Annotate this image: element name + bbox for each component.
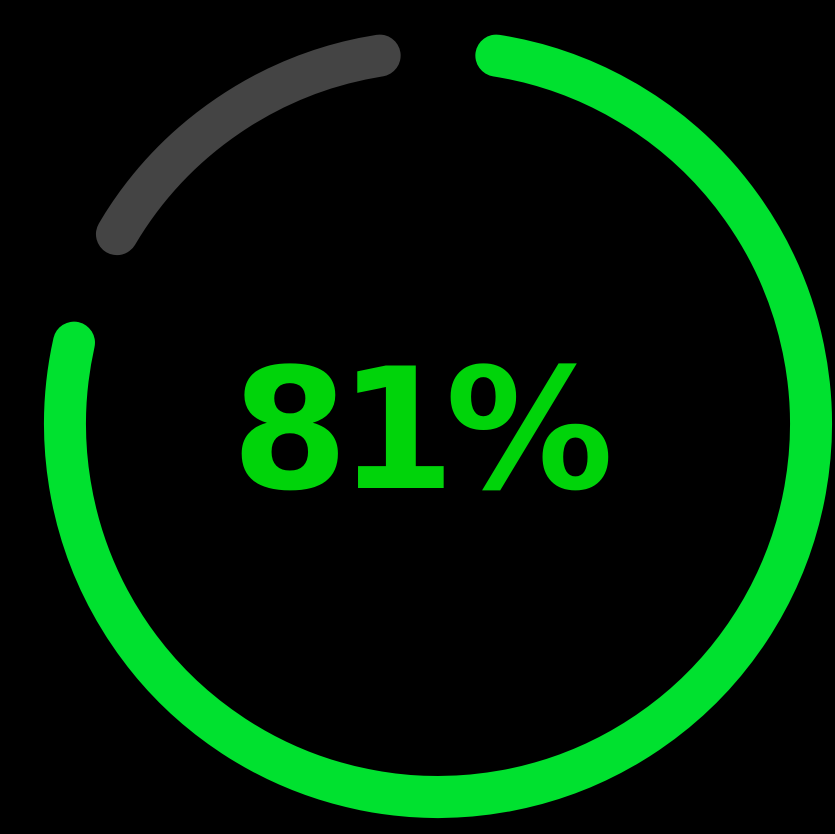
progress-percentage: 81%	[231, 332, 613, 528]
progress-ring-fill	[44, 34, 832, 818]
progress-ring-track	[95, 34, 401, 256]
